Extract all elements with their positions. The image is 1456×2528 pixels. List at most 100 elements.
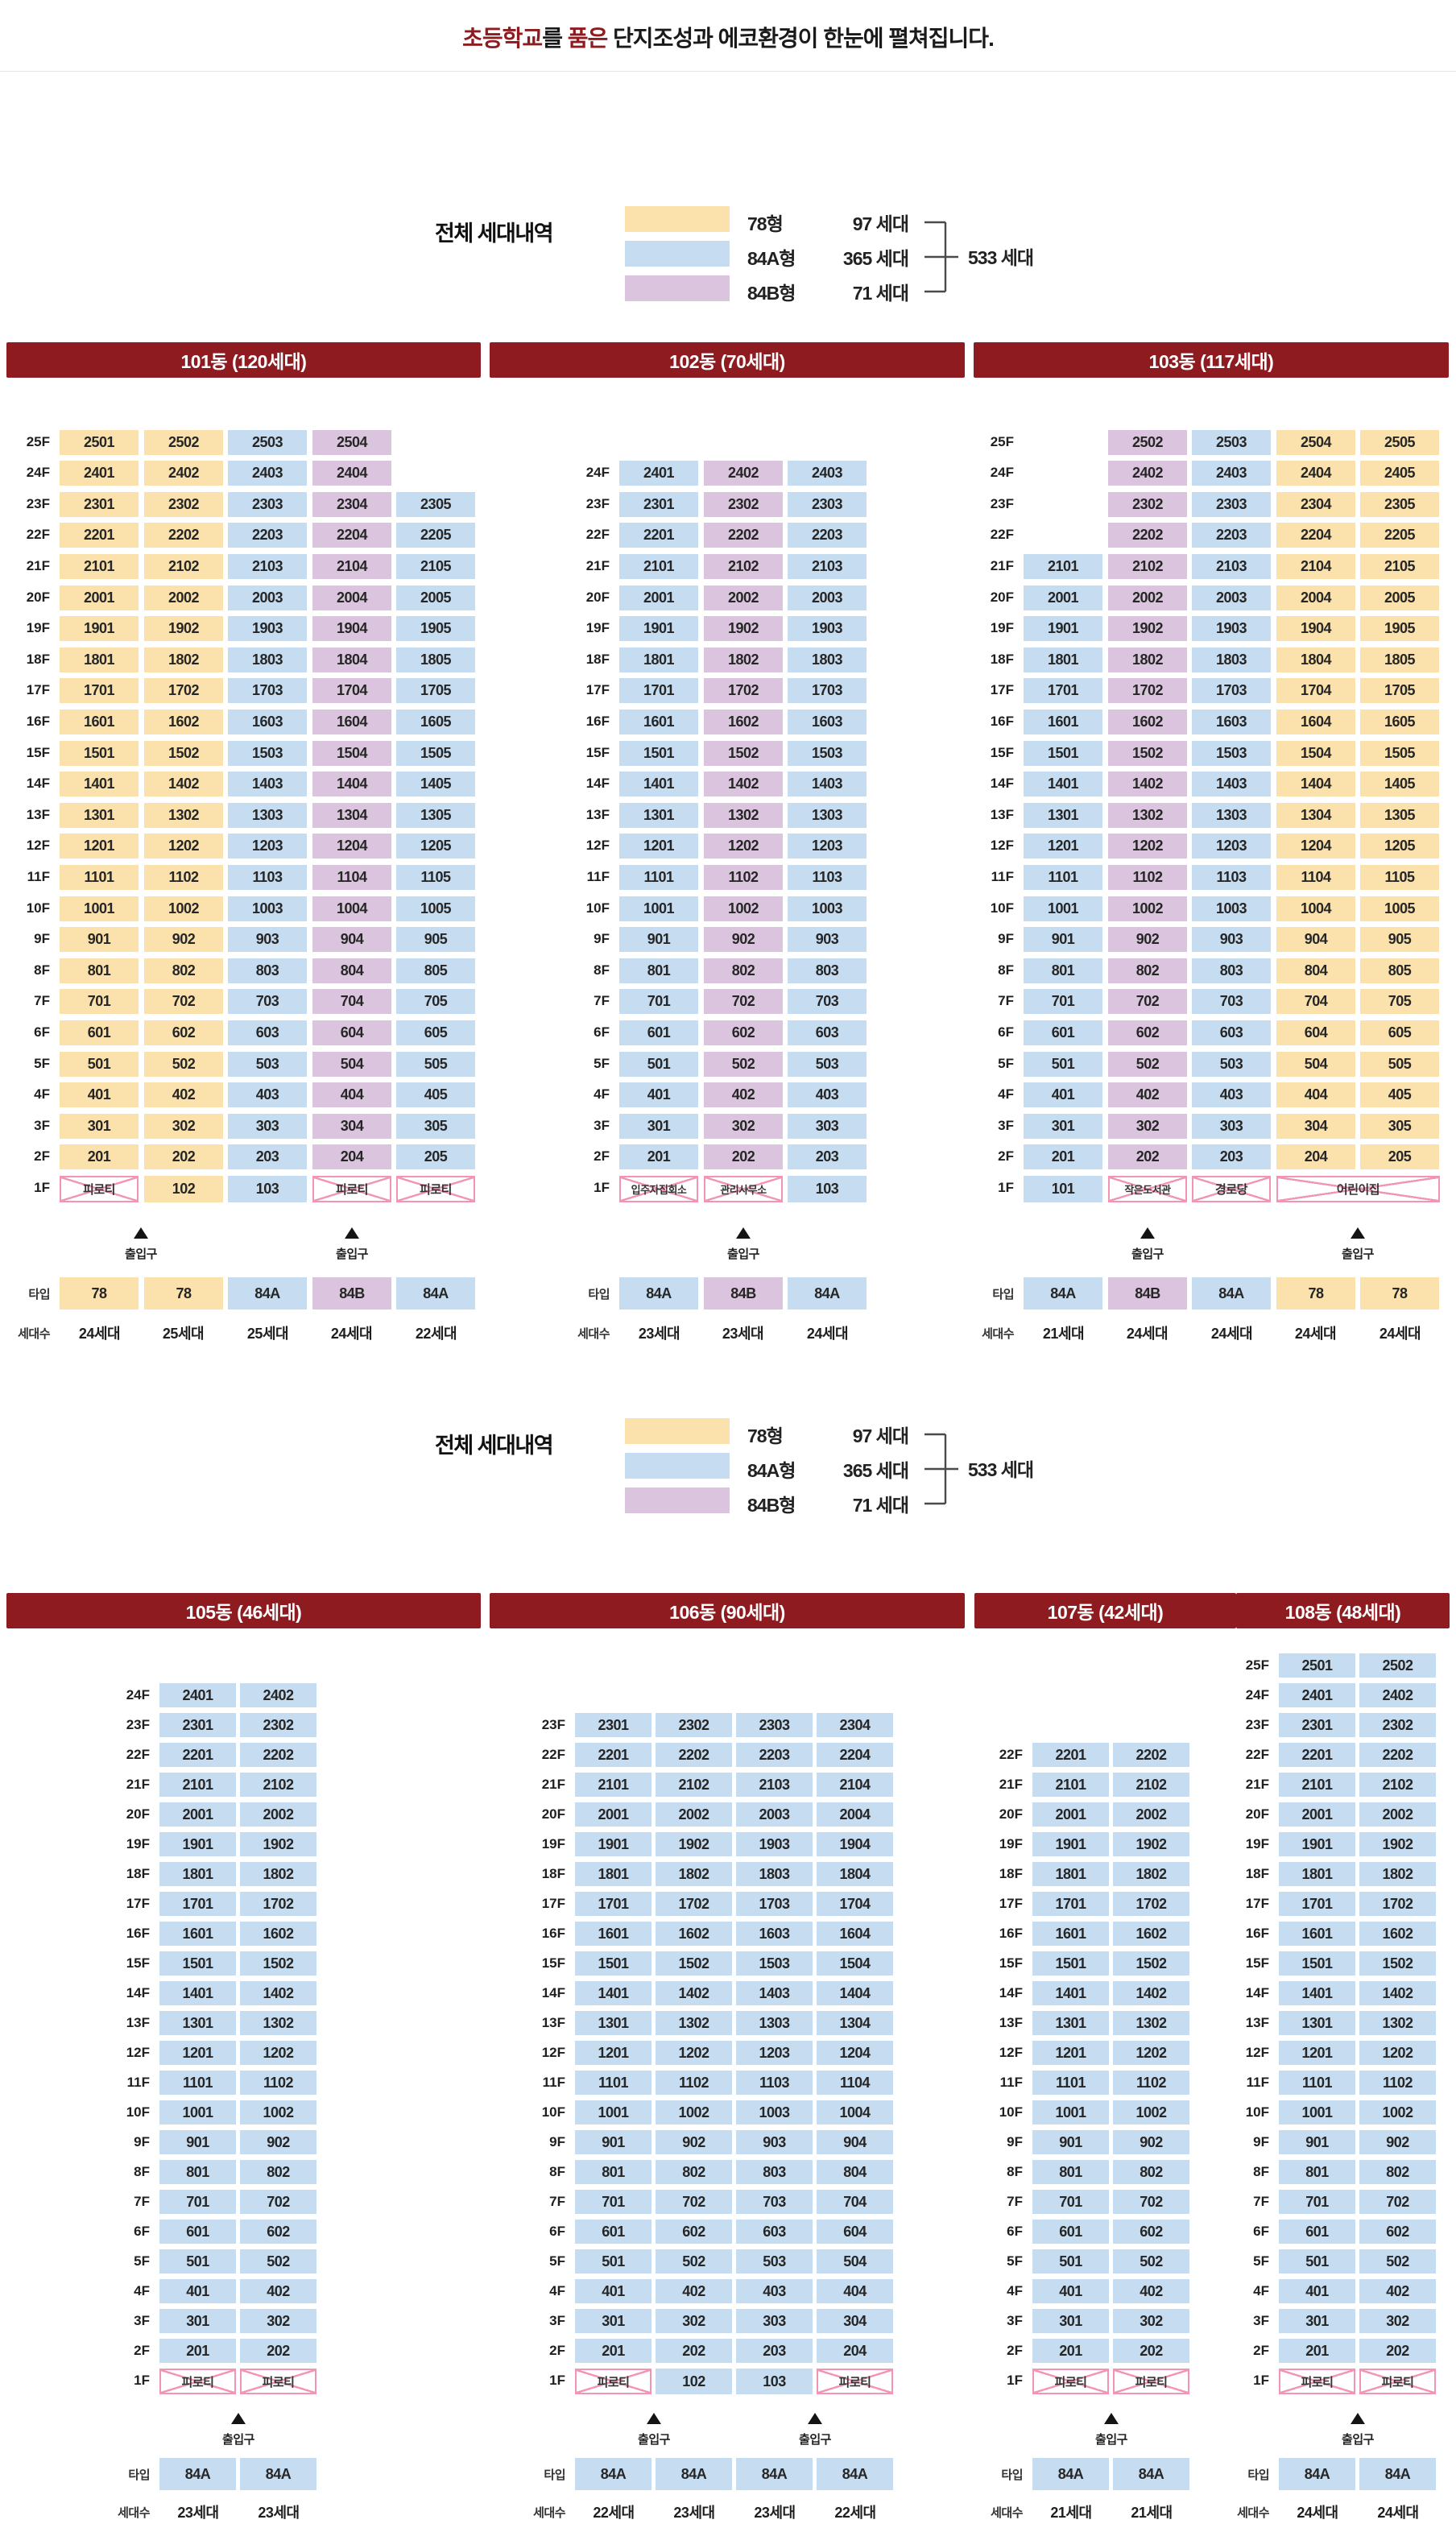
unit-cell-101-2201: 2201 xyxy=(60,523,139,548)
unit-cell-106-1502: 1502 xyxy=(656,1951,732,1976)
floor-label-107-1F: 1F xyxy=(1007,2373,1023,2388)
unit-cell-103-1501: 1501 xyxy=(1024,741,1102,766)
floor-label-102-9F: 9F xyxy=(594,931,610,946)
unit-cell-103-2103: 2103 xyxy=(1192,554,1271,579)
unit-cell-103-203: 203 xyxy=(1192,1144,1271,1169)
legend-type-label: 78형 xyxy=(747,213,784,234)
floor-label-108-9F: 9F xyxy=(1253,2134,1269,2149)
floor-label-105-16F: 16F xyxy=(126,1926,150,1941)
unit-cell-103-2503: 2503 xyxy=(1192,430,1271,455)
floor-label-106-12F: 12F xyxy=(541,2045,565,2060)
floor-label-102-7F: 7F xyxy=(594,993,610,1008)
count-row-label-102: 세대수 xyxy=(577,1327,610,1341)
unit-cell-103-202: 202 xyxy=(1108,1144,1187,1169)
unit-cell-107-1701: 1701 xyxy=(1032,1892,1109,1916)
unit-cell-103-1601: 1601 xyxy=(1024,710,1102,734)
unit-cell-102-1402: 1402 xyxy=(704,772,783,796)
unit-cell-101-601: 601 xyxy=(60,1020,139,1045)
legend-count-label: 71 세대 xyxy=(852,283,909,304)
type-row-label-101: 타입 xyxy=(28,1288,50,1301)
unit-cell-101-1103: 1103 xyxy=(228,865,307,890)
floor-label-106-7F: 7F xyxy=(549,2194,565,2209)
unit-cell-107-1001: 1001 xyxy=(1032,2100,1109,2125)
unit-cell-105-1702: 1702 xyxy=(240,1892,316,1916)
unit-cell-108-1002: 1002 xyxy=(1359,2100,1436,2125)
floor-label-107-3F: 3F xyxy=(1007,2313,1023,2328)
type-cell-103-5: 78 xyxy=(1360,1277,1439,1310)
legend-type-label: 84B형 xyxy=(747,283,796,304)
count-cell-102-3: 24세대 xyxy=(806,1326,849,1342)
unit-cell-103-703: 703 xyxy=(1192,989,1271,1014)
count-cell-102-1: 23세대 xyxy=(638,1326,680,1342)
unit-cell-105-1102: 1102 xyxy=(240,2071,316,2095)
piloti-cell-105-피로티: 피로티 xyxy=(159,2369,236,2394)
unit-cell-102-703: 703 xyxy=(788,989,867,1014)
unit-cell-106-701: 701 xyxy=(575,2190,651,2214)
floor-label-107-2F: 2F xyxy=(1007,2343,1023,2358)
unit-cell-107-1501: 1501 xyxy=(1032,1951,1109,1976)
unit-cell-101-1705: 1705 xyxy=(396,678,475,703)
unit-cell-101-1504: 1504 xyxy=(312,741,391,766)
floor-label-105-19F: 19F xyxy=(126,1836,150,1852)
unit-cell-106-2201: 2201 xyxy=(575,1743,651,1767)
unit-cell-102-2303: 2303 xyxy=(788,492,867,517)
floor-label-108-7F: 7F xyxy=(1253,2194,1269,2209)
building-header-107: 107동 (42세대) xyxy=(974,1593,1236,1628)
unit-cell-101-1303: 1303 xyxy=(228,803,307,828)
unit-cell-103-2202: 2202 xyxy=(1108,523,1187,548)
type-cell-103-2: 84B xyxy=(1108,1277,1187,1310)
unit-cell-107-702: 702 xyxy=(1113,2190,1189,2214)
floor-label-105-3F: 3F xyxy=(134,2313,150,2328)
unit-cell-1f-103-101: 101 xyxy=(1024,1176,1102,1202)
unit-cell-106-801: 801 xyxy=(575,2160,651,2184)
unit-cell-106-1003: 1003 xyxy=(736,2100,813,2125)
building-header-103: 103동 (117세대) xyxy=(974,342,1449,378)
unit-cell-102-2001: 2001 xyxy=(619,585,698,610)
unit-cell-101-1801: 1801 xyxy=(60,648,139,672)
floor-label-108-4F: 4F xyxy=(1253,2283,1269,2298)
unit-cell-105-2201: 2201 xyxy=(159,1743,236,1767)
unit-cell-106-404: 404 xyxy=(817,2279,893,2303)
entrance-label: 출입구 xyxy=(638,2433,670,2447)
unit-cell-108-1801: 1801 xyxy=(1279,1862,1355,1886)
unit-cell-106-1604: 1604 xyxy=(817,1922,893,1946)
legend-type-label: 84A형 xyxy=(747,1460,796,1481)
unit-cell-102-803: 803 xyxy=(788,958,867,983)
unit-cell-101-2504: 2504 xyxy=(312,430,391,455)
type-cell-108-1: 84A xyxy=(1279,2458,1355,2490)
unit-cell-105-2001: 2001 xyxy=(159,1802,236,1827)
entrance-label: 출입구 xyxy=(727,1247,759,1261)
unit-cell-106-2203: 2203 xyxy=(736,1743,813,1767)
unit-cell-101-2203: 2203 xyxy=(228,523,307,548)
unit-cell-107-1901: 1901 xyxy=(1032,1832,1109,1856)
unit-cell-102-502: 502 xyxy=(704,1052,783,1077)
unit-cell-105-402: 402 xyxy=(240,2279,316,2303)
building-header-102: 102동 (70세대) xyxy=(490,342,965,378)
unit-cell-103-304: 304 xyxy=(1276,1114,1355,1139)
unit-cell-101-305: 305 xyxy=(396,1114,475,1139)
count-cell-106-4: 22세대 xyxy=(834,2505,876,2521)
unit-cell-106-1802: 1802 xyxy=(656,1862,732,1886)
unit-cell-103-2102: 2102 xyxy=(1108,554,1187,579)
unit-cell-102-2201: 2201 xyxy=(619,523,698,548)
floor-label-108-17F: 17F xyxy=(1245,1896,1269,1911)
unit-cell-101-1802: 1802 xyxy=(144,648,223,672)
legend-total-households-top: 전체 세대내역 78형 97 세대 84A형 365 세대 84B형 71 세대 533 세대 xyxy=(435,206,1063,327)
unit-cell-101-203: 203 xyxy=(228,1144,307,1169)
unit-cell-105-2401: 2401 xyxy=(159,1683,236,1707)
unit-cell-106-2103: 2103 xyxy=(736,1773,813,1797)
unit-cell-103-305: 305 xyxy=(1360,1114,1439,1139)
floor-label-103-1F: 1F xyxy=(998,1180,1014,1195)
unit-cell-105-1302: 1302 xyxy=(240,2011,316,2035)
floor-label-106-4F: 4F xyxy=(549,2283,565,2298)
unit-cell-106-1904: 1904 xyxy=(817,1832,893,1856)
unit-cell-102-603: 603 xyxy=(788,1020,867,1045)
unit-cell-101-1902: 1902 xyxy=(144,616,223,641)
unit-cell-103-1304: 1304 xyxy=(1276,803,1355,828)
unit-cell-101-401: 401 xyxy=(60,1082,139,1107)
legend-total: 533 세대 xyxy=(968,1459,1034,1480)
legend-count-label: 97 세대 xyxy=(852,1425,909,1446)
floor-label-101-24F: 24F xyxy=(26,465,50,480)
unit-cell-101-1601: 1601 xyxy=(60,710,139,734)
unit-cell-101-702: 702 xyxy=(144,989,223,1014)
